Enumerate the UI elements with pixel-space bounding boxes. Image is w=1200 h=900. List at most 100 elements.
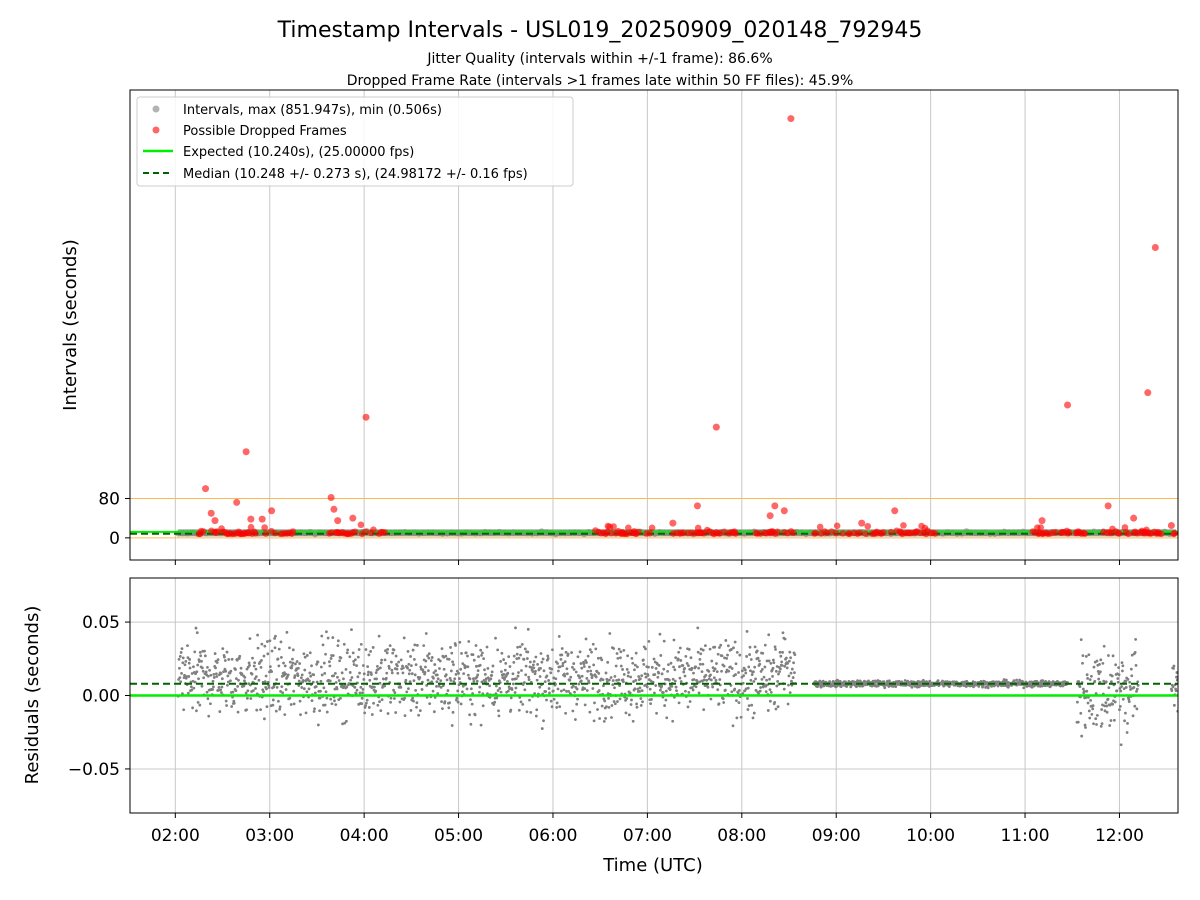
residual-point — [285, 630, 289, 634]
residual-point — [279, 656, 283, 659]
residual-point — [691, 688, 695, 692]
residual-point — [530, 666, 534, 669]
residual-point — [777, 672, 780, 676]
residual-point — [459, 667, 463, 671]
residual-point — [565, 672, 569, 676]
residual-point — [658, 688, 662, 692]
dropped-frame-point — [648, 524, 656, 532]
residual-point — [499, 660, 503, 663]
residual-point — [761, 685, 765, 689]
residual-point — [449, 669, 453, 673]
residual-point — [296, 674, 300, 677]
residual-point — [192, 665, 195, 669]
residual-point — [624, 711, 628, 715]
residual-point — [1093, 679, 1097, 683]
residual-point — [604, 716, 607, 720]
residual-point — [288, 646, 291, 650]
residual-point — [605, 677, 609, 681]
residual-point — [1022, 686, 1026, 690]
residual-point — [358, 671, 361, 675]
intervals-plot-area — [130, 90, 1178, 560]
residual-point — [511, 682, 515, 686]
legend-label-expected: Expected (10.240s), (25.00000 fps) — [183, 145, 414, 160]
residual-point — [422, 644, 426, 648]
residual-point — [268, 665, 272, 669]
residual-point — [370, 673, 373, 676]
residual-point — [389, 696, 393, 700]
residual-point — [390, 668, 394, 672]
residual-point — [299, 676, 303, 680]
residual-point — [633, 668, 636, 672]
residual-point — [705, 678, 709, 682]
residual-point — [288, 696, 292, 700]
residual-point — [321, 643, 325, 647]
residual-point — [535, 708, 539, 712]
residual-point — [672, 638, 676, 642]
dropped-frame-point — [839, 530, 847, 537]
x-tick-label: 11:00 — [1001, 826, 1050, 846]
residual-point — [635, 702, 638, 706]
residual-point — [512, 661, 516, 664]
residual-point — [771, 674, 774, 678]
residual-point — [401, 666, 405, 670]
dropped-frame-point — [862, 530, 869, 538]
residual-point — [254, 667, 258, 671]
residual-point — [478, 685, 482, 689]
residual-point — [662, 667, 666, 671]
residual-point — [744, 671, 748, 675]
residual-point — [237, 656, 241, 660]
residual-point — [455, 669, 459, 673]
residual-point — [278, 707, 282, 711]
residual-point — [528, 698, 531, 702]
residual-point — [471, 692, 474, 695]
residual-point — [319, 665, 323, 669]
residual-point — [197, 660, 201, 663]
residual-point — [390, 660, 393, 664]
residual-point — [613, 702, 617, 706]
residual-point — [206, 665, 209, 669]
residual-point — [463, 663, 466, 667]
residual-point — [588, 648, 592, 652]
residual-point — [235, 658, 239, 662]
residual-point — [650, 697, 653, 701]
dropped-frame-point — [351, 528, 359, 536]
residual-point — [303, 668, 307, 672]
residual-point — [574, 670, 578, 674]
residual-point — [217, 686, 221, 689]
residual-point — [504, 661, 508, 665]
residual-point — [419, 665, 423, 669]
residual-point — [593, 701, 596, 705]
residual-point — [356, 655, 360, 659]
residual-point — [320, 634, 324, 638]
residual-point — [1094, 717, 1098, 721]
residual-point — [356, 675, 360, 679]
residual-point — [736, 691, 740, 695]
residual-point — [719, 643, 723, 647]
residual-point — [432, 710, 436, 714]
residual-point — [782, 687, 786, 691]
residual-point — [308, 671, 312, 675]
residual-point — [765, 659, 769, 663]
residual-point — [465, 687, 469, 691]
residual-point — [410, 664, 413, 668]
residual-point — [297, 684, 301, 687]
residual-point — [525, 657, 529, 660]
residual-point — [588, 665, 591, 669]
residual-point — [322, 686, 326, 690]
residual-point — [698, 658, 702, 661]
residual-point — [461, 662, 465, 666]
residual-point — [511, 672, 515, 676]
legend-label-dropped: Possible Dropped Frames — [183, 124, 347, 139]
dropped-frame-point — [887, 528, 895, 536]
residual-point — [748, 645, 752, 649]
residual-point — [229, 669, 233, 673]
residual-point — [1134, 637, 1138, 641]
residual-point — [447, 706, 451, 710]
residual-point — [1118, 708, 1121, 712]
residual-point — [605, 705, 608, 709]
residual-point — [494, 636, 497, 640]
residual-point — [349, 678, 353, 682]
residual-point — [373, 685, 376, 689]
residual-point — [450, 651, 454, 655]
